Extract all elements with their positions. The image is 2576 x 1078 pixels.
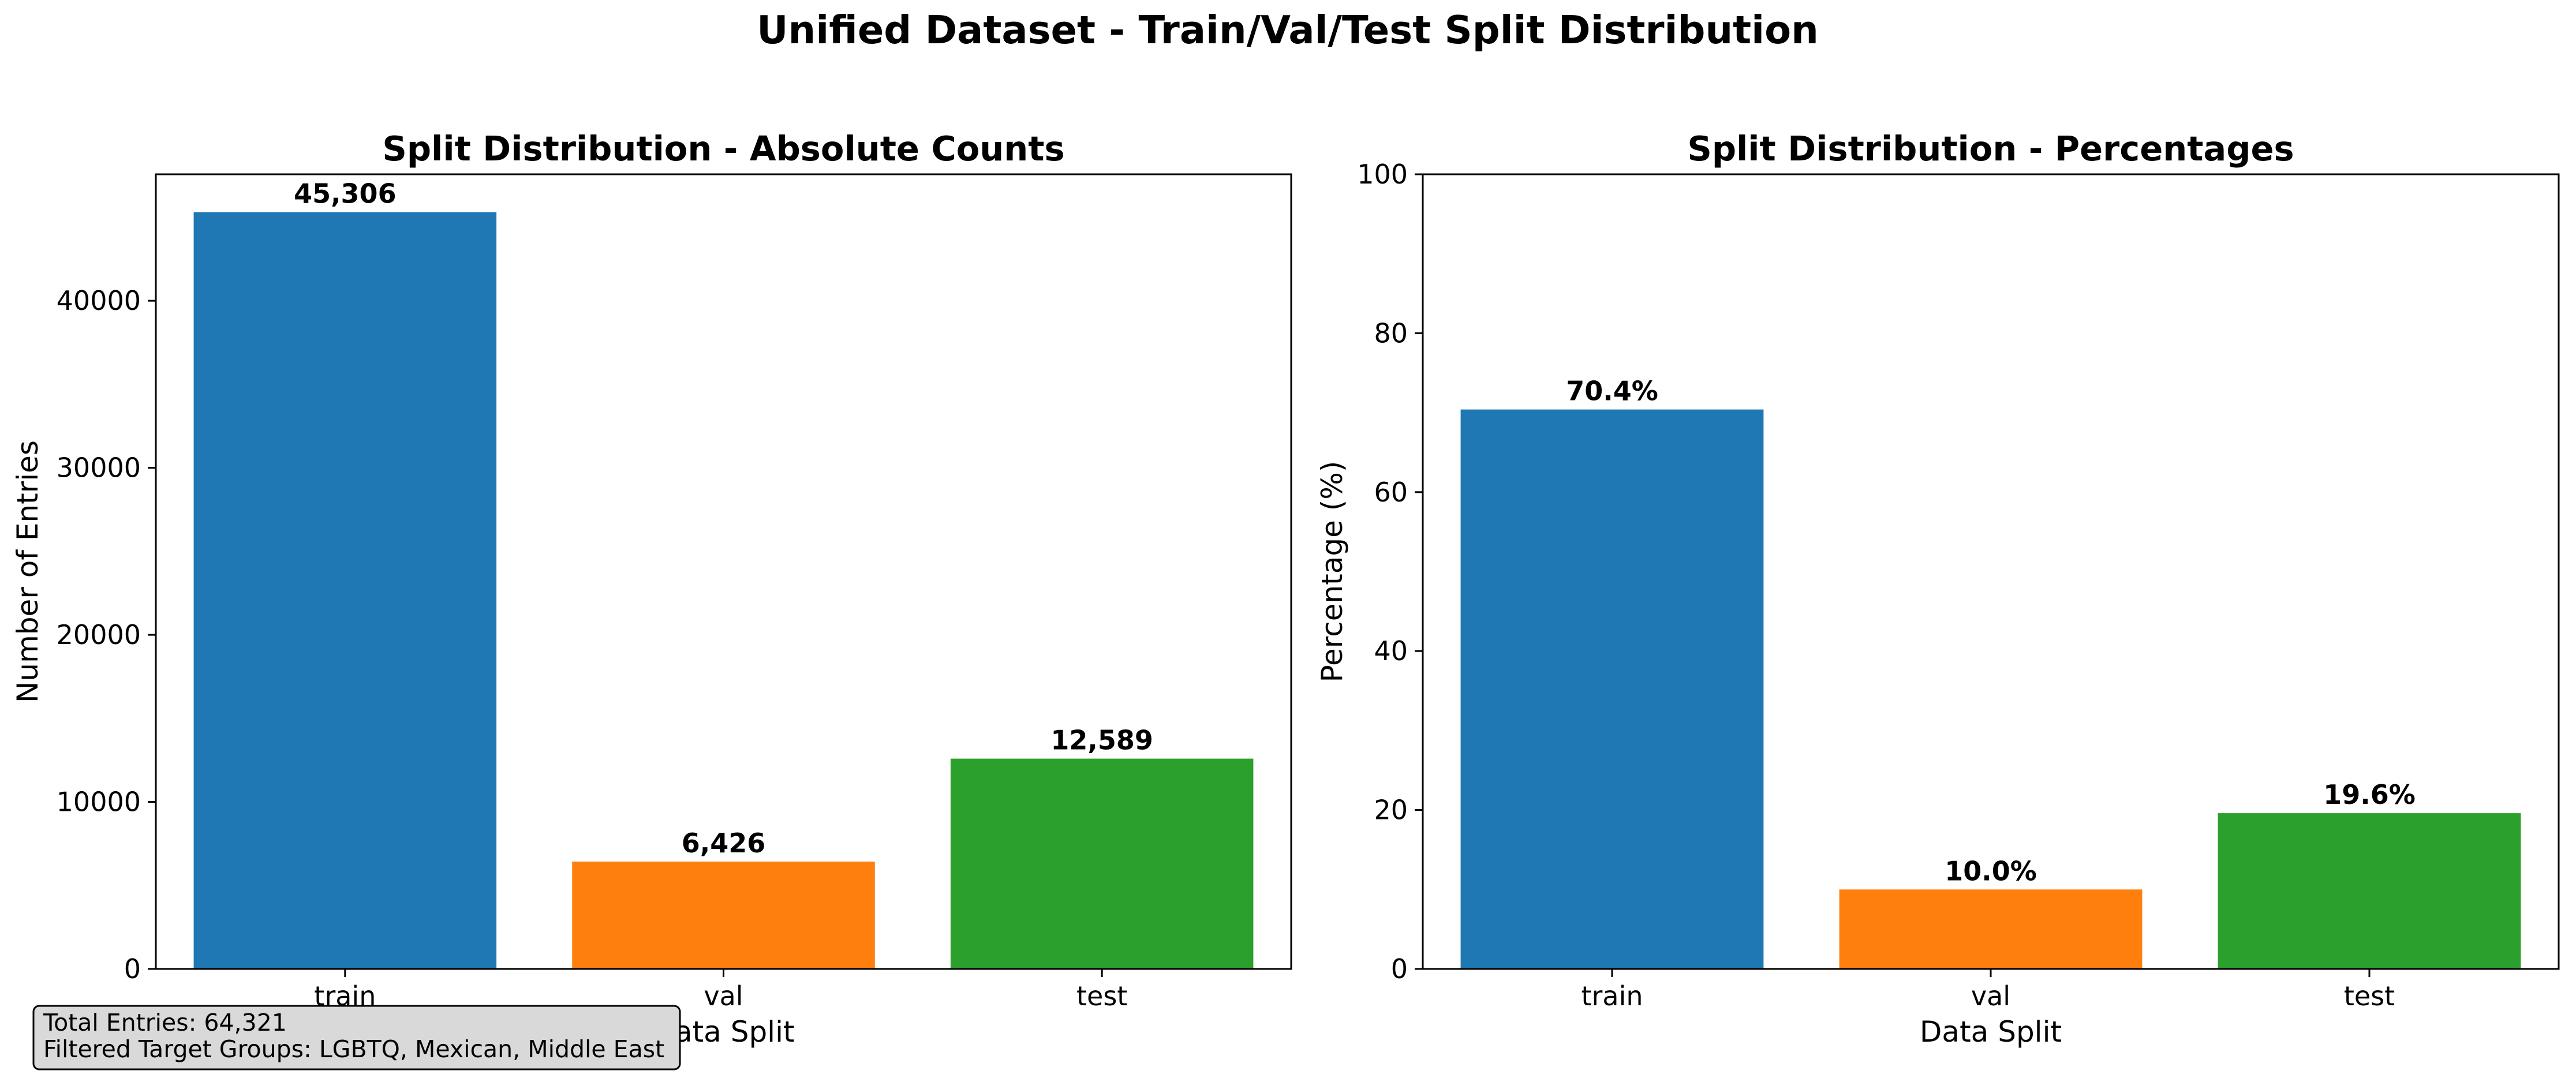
y-tick-label: 80 (1374, 317, 1408, 349)
x-tick-label-test: test (2344, 980, 2395, 1012)
data-label-test: 12,589 (1050, 725, 1153, 756)
y-axis-label: Number of Entries (11, 440, 44, 703)
x-tick-label-train: train (1581, 980, 1643, 1012)
chart-title: Split Distribution - Absolute Counts (382, 129, 1064, 169)
data-label-val: 10.0% (1945, 855, 2037, 886)
y-tick-label: 10000 (57, 787, 141, 818)
figure-title: Unified Dataset - Train/Val/Test Split D… (757, 8, 1819, 53)
data-label-test: 19.6% (2323, 779, 2416, 810)
data-label-train: 45,306 (294, 178, 397, 209)
y-tick-label: 20000 (57, 619, 141, 650)
data-label-val: 6,426 (682, 828, 766, 859)
bar-train (193, 212, 497, 969)
y-axis-label: Percentage (%) (1315, 461, 1349, 683)
bar-val (572, 861, 875, 969)
info-box-groups: Filtered Target Groups: LGBTQ, Mexican, … (43, 1035, 664, 1063)
data-label-train: 70.4% (1566, 376, 1658, 407)
info-box: Total Entries: 64,321 Filtered Target Gr… (32, 1005, 681, 1070)
y-tick-label: 40000 (57, 285, 141, 316)
bar-val (1839, 889, 2143, 969)
chart-percentages: 70.4% 10.0% 19.6% 0 20 40 60 80 100 train val test S… (1315, 129, 2560, 1049)
chart-absolute-counts: 45,3066,42612,589010000200003000040000tr… (11, 129, 1292, 1049)
chart-title: Split Distribution - Percentages (1687, 129, 2294, 169)
x-tick-label-val: val (704, 980, 743, 1012)
info-box-total: Total Entries: 64,321 (43, 1009, 287, 1036)
y-tick-label: 100 (1357, 159, 1408, 190)
bar-test (950, 758, 1254, 969)
bar-train (1460, 409, 1764, 969)
x-tick-label-val: val (1971, 980, 2010, 1012)
y-tick-label: 40 (1374, 635, 1408, 667)
info-box-background (32, 1005, 681, 1070)
y-tick-label: 20 (1374, 795, 1408, 826)
y-tick-label: 60 (1374, 477, 1408, 508)
x-axis-label: Data Split (1920, 1015, 2062, 1049)
y-tick-label: 30000 (57, 452, 141, 484)
bar-test (2218, 813, 2521, 969)
x-tick-label-test: test (1076, 980, 1127, 1012)
y-tick-label: 0 (1391, 953, 1408, 985)
y-tick-label: 0 (124, 953, 141, 985)
